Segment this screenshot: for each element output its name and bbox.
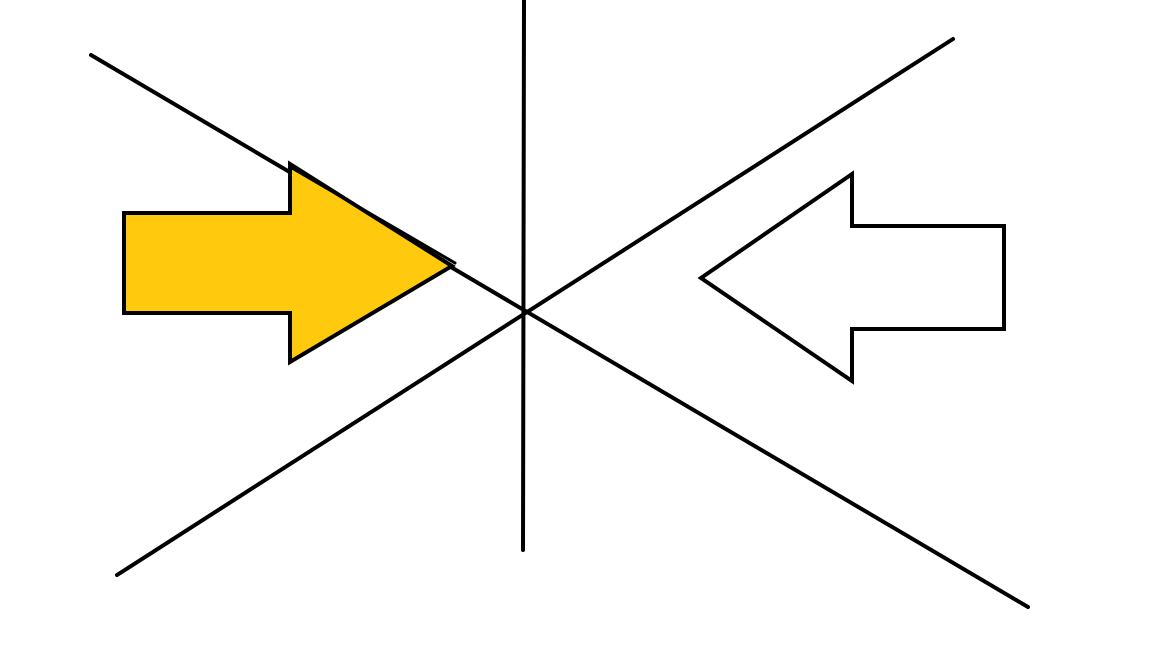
vertical-line bbox=[523, 0, 524, 550]
